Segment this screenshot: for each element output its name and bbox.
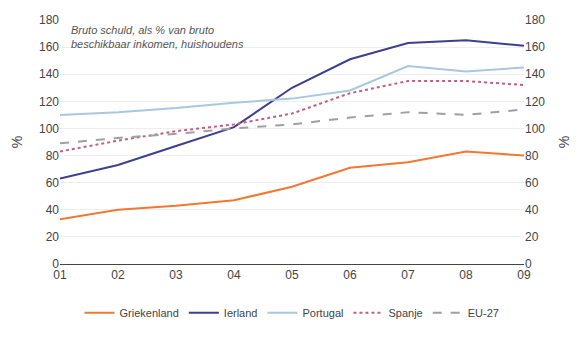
svg-text:05: 05	[285, 268, 299, 282]
svg-text:07: 07	[401, 268, 415, 282]
svg-text:Bruto schuld, als % van brutob: Bruto schuld, als % van brutobeschikbaar…	[71, 24, 244, 50]
svg-text:180: 180	[525, 13, 545, 27]
svg-text:60: 60	[46, 176, 60, 190]
svg-text:20: 20	[46, 230, 60, 244]
svg-text:%: %	[556, 136, 572, 148]
svg-text:120: 120	[525, 95, 545, 109]
svg-text:%: %	[9, 136, 25, 148]
svg-text:09: 09	[517, 268, 531, 282]
svg-text:140: 140	[525, 67, 545, 81]
svg-text:04: 04	[227, 268, 241, 282]
svg-text:Ierland: Ierland	[224, 307, 258, 319]
svg-text:Portugal: Portugal	[302, 307, 343, 319]
svg-text:08: 08	[459, 268, 473, 282]
svg-text:20: 20	[525, 230, 539, 244]
svg-text:100: 100	[39, 122, 59, 136]
svg-text:180: 180	[39, 13, 59, 27]
svg-text:Griekenland: Griekenland	[120, 307, 179, 319]
svg-text:0: 0	[52, 257, 59, 271]
svg-text:80: 80	[46, 149, 60, 163]
svg-text:160: 160	[39, 40, 59, 54]
svg-text:06: 06	[343, 268, 357, 282]
svg-text:02: 02	[111, 268, 125, 282]
svg-text:0: 0	[525, 257, 532, 271]
svg-text:Spanje: Spanje	[388, 307, 422, 319]
svg-text:01: 01	[53, 268, 67, 282]
svg-text:EU-27: EU-27	[468, 307, 499, 319]
svg-text:160: 160	[525, 40, 545, 54]
svg-text:40: 40	[525, 203, 539, 217]
svg-text:60: 60	[525, 176, 539, 190]
svg-text:40: 40	[46, 203, 60, 217]
svg-text:100: 100	[525, 122, 545, 136]
svg-text:80: 80	[525, 149, 539, 163]
svg-text:140: 140	[39, 67, 59, 81]
svg-text:120: 120	[39, 95, 59, 109]
svg-text:03: 03	[169, 268, 183, 282]
